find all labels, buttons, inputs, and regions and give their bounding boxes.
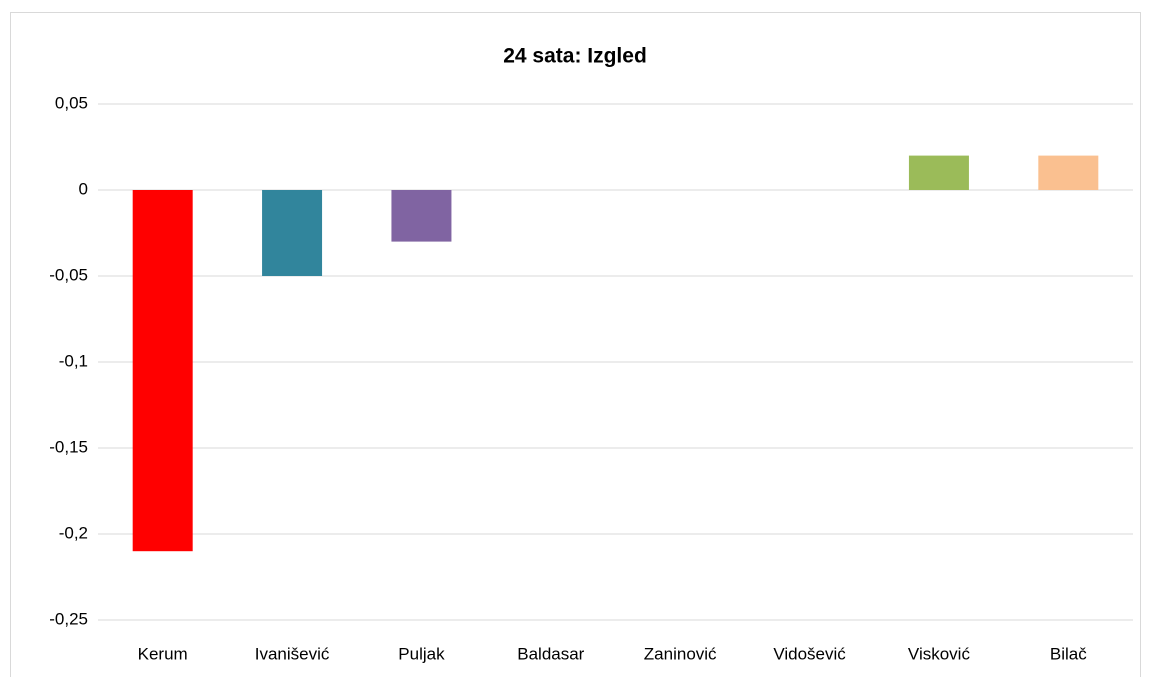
x-tick-label: Zaninović [644,644,717,663]
bar [132,190,193,552]
y-tick-label: 0 [79,179,88,198]
x-tick-label: Visković [908,644,971,663]
x-tick-label: Kerum [138,644,188,663]
x-tick-label: Bilač [1050,644,1087,663]
bar [1038,155,1099,190]
y-tick-label: 0,05 [55,93,88,112]
bar [262,190,323,276]
x-tick-label: Baldasar [517,644,584,663]
chart-title: 24 sata: Izgled [503,45,647,68]
x-tick-label: Ivanišević [255,644,330,663]
y-tick-label: -0,05 [49,265,88,284]
y-tick-label: -0,25 [49,609,88,628]
chart-border [10,12,1141,677]
x-tick-label: Puljak [398,644,445,663]
bar [908,155,969,190]
y-tick-label: -0,15 [49,437,88,456]
y-tick-label: -0,2 [59,523,88,542]
y-tick-label: -0,1 [59,351,88,370]
x-tick-label: Vidošević [773,644,846,663]
bar [391,190,452,242]
